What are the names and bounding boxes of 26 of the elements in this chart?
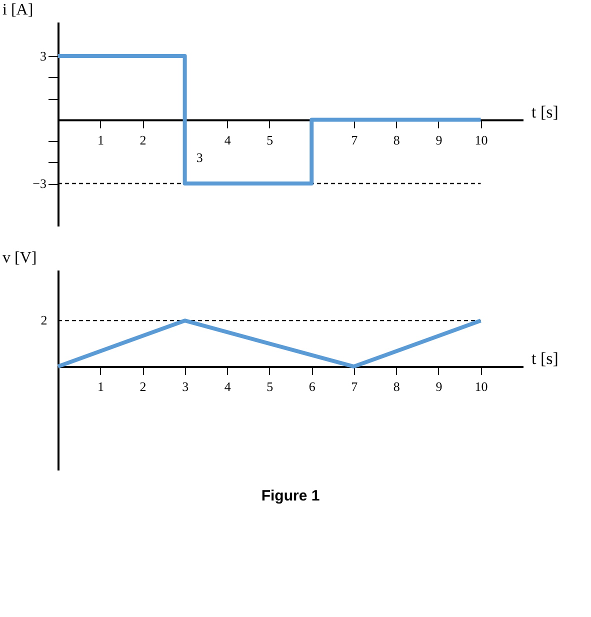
x-tick-label: 8 [393, 379, 400, 394]
annotation: 3 [196, 150, 203, 165]
x-tick-label: 6 [308, 379, 316, 394]
x-tick-label: 8 [393, 132, 400, 148]
y-axis-title: i [A] [2, 2, 34, 18]
x-axis-title: t [s] [532, 349, 558, 368]
text: 2 [40, 312, 48, 328]
x-tick-label: 3 [182, 379, 189, 394]
x-tick-label: 7 [351, 379, 358, 394]
x-tick-label: 2 [140, 132, 146, 148]
x-tick-label: 5 [266, 379, 274, 394]
x-tick-label: 1 [98, 379, 104, 394]
caption: Figure 1 [261, 488, 320, 505]
x-tick-label: 7 [351, 132, 358, 148]
y-axis-title: v [V] [2, 250, 37, 266]
x-tick-label: 9 [436, 379, 442, 394]
x-tick-label: 2 [140, 379, 146, 394]
x-tick-label: 4 [224, 379, 232, 394]
x-tick-label: 10 [474, 132, 488, 148]
y-tick-label: −3 [32, 176, 46, 191]
x-tick-label: 5 [266, 132, 274, 148]
x-tick-label: 4 [224, 132, 232, 148]
x-tick-label: 10 [474, 379, 488, 394]
x-axis-title: t [s] [532, 102, 558, 122]
x-tick-label: 9 [436, 132, 442, 148]
x-tick-label: 1 [98, 132, 104, 148]
